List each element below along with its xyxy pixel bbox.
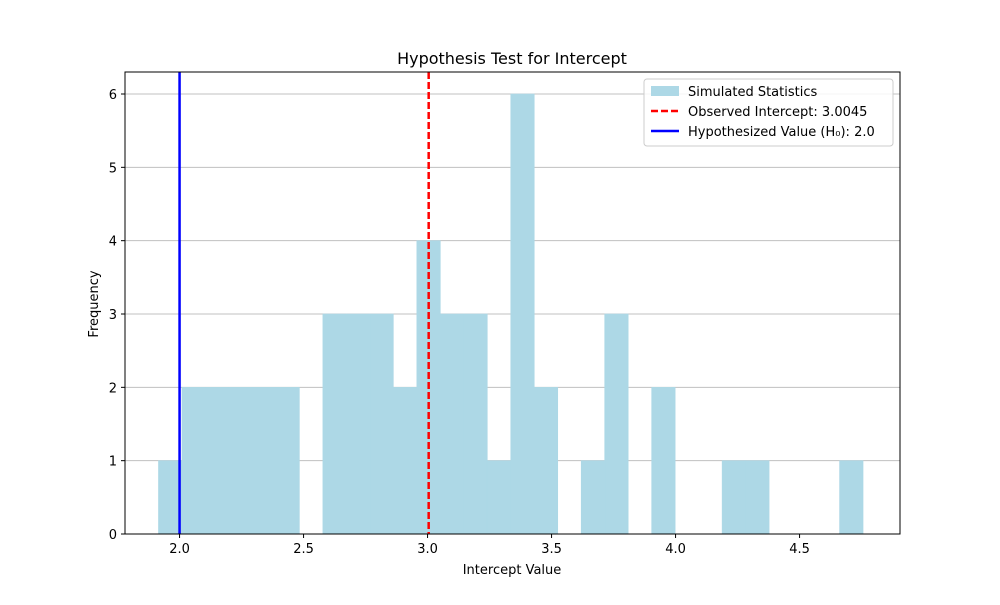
legend-label-observed: Observed Intercept: 3.0045 bbox=[688, 105, 867, 120]
histogram-bar bbox=[839, 460, 864, 535]
y-tick-label: 1 bbox=[109, 455, 117, 470]
histogram-bar bbox=[721, 460, 746, 535]
histogram-bar bbox=[181, 387, 206, 535]
histogram-bar bbox=[486, 460, 512, 535]
histogram-bar bbox=[604, 313, 629, 535]
axes-frame bbox=[124, 71, 901, 535]
histogram-bar bbox=[651, 387, 676, 535]
legend-label-simulated: Simulated Statistics bbox=[688, 85, 817, 100]
x-tick-label: 4.5 bbox=[789, 542, 810, 557]
histogram-bar bbox=[369, 313, 394, 535]
reference-lines bbox=[178, 72, 430, 534]
histogram-bar bbox=[322, 313, 347, 535]
histogram-bar bbox=[533, 387, 559, 535]
x-axis-label: Intercept Value bbox=[463, 563, 562, 578]
histogram-bar bbox=[228, 387, 253, 535]
histogram-bar bbox=[580, 460, 606, 535]
y-axis-ticks: 0 1 2 3 4 5 6 bbox=[109, 88, 125, 543]
x-tick-label: 2.0 bbox=[169, 542, 190, 557]
histogram-bar bbox=[393, 387, 418, 535]
legend: Simulated Statistics Observed Intercept:… bbox=[643, 78, 894, 147]
histogram-bar bbox=[510, 93, 535, 535]
x-tick-label: 2.5 bbox=[293, 542, 314, 557]
y-axis-label: Frequency bbox=[87, 270, 102, 337]
x-axis-ticks: 2.0 2.5 3.0 3.5 4.0 4.5 bbox=[169, 534, 810, 557]
x-tick-label: 4.0 bbox=[665, 542, 686, 557]
legend-swatch-simulated bbox=[651, 86, 679, 96]
histogram-bar bbox=[252, 387, 277, 535]
histogram-bar bbox=[745, 460, 770, 535]
y-tick-label: 5 bbox=[109, 161, 117, 176]
legend-box bbox=[643, 78, 894, 147]
histogram-bar bbox=[440, 313, 465, 535]
y-tick-label: 6 bbox=[109, 88, 117, 103]
legend-label-hypothesized: Hypothesized Value (H₀): 2.0 bbox=[688, 125, 875, 140]
histogram-bars bbox=[158, 93, 864, 535]
histogram-bar bbox=[463, 313, 488, 535]
histogram-bar bbox=[275, 387, 300, 535]
y-tick-label: 3 bbox=[109, 308, 117, 323]
y-tick-label: 0 bbox=[109, 528, 117, 543]
y-tick-label: 4 bbox=[109, 235, 117, 250]
x-tick-label: 3.0 bbox=[417, 542, 438, 557]
chart-title: Hypothesis Test for Intercept bbox=[397, 49, 627, 68]
x-tick-label: 3.5 bbox=[541, 542, 562, 557]
histogram-bar bbox=[205, 387, 230, 535]
histogram-bar bbox=[346, 313, 371, 535]
y-tick-label: 2 bbox=[109, 381, 117, 396]
